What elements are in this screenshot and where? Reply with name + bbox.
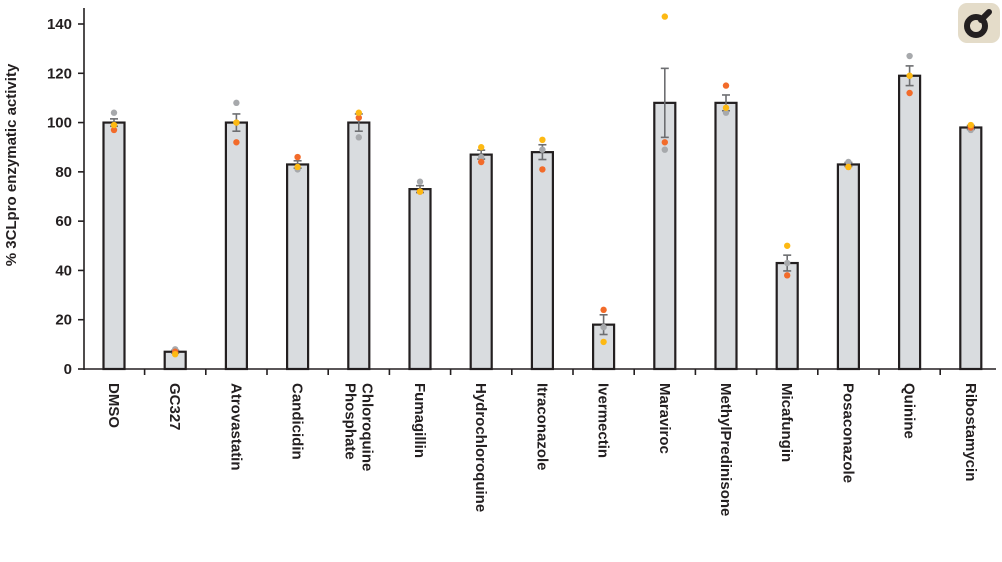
replicate-gray-point-12 [845, 158, 852, 166]
replicate-yellow-point-12 [845, 163, 852, 171]
replicate-gray-point-11 [784, 259, 791, 267]
replicate-orange-point-9 [661, 139, 668, 146]
x-category-label-2: Atrovastatin [227, 383, 244, 471]
labels-group: 0 20 40 60 80 100 120 140 % 3CLpro enzymatic act… [3, 16, 979, 516]
bar-5 [408, 188, 432, 371]
replicate-gray-point-2 [233, 99, 240, 107]
bar-14 [959, 126, 983, 371]
replicate-points-group [110, 13, 974, 358]
bar-13 [897, 74, 922, 371]
bar-4 [347, 121, 371, 371]
y-tick-label-3: 60 [55, 213, 72, 230]
replicate-orange-point-11 [784, 272, 791, 279]
replicate-orange-point-10 [722, 82, 730, 89]
bar-2 [224, 121, 248, 371]
bar-11 [775, 261, 799, 371]
replicate-yellow-point-11 [784, 242, 791, 249]
y-tick-label-1: 20 [55, 312, 72, 329]
bar-3 [286, 163, 310, 371]
replicate-orange-point-3 [294, 153, 301, 161]
y-axis-title: % 3CLpro enzymatic activity [3, 63, 20, 266]
axes-group [78, 8, 996, 375]
replicate-orange-point-6 [478, 158, 485, 166]
bar-6 [469, 153, 493, 371]
x-category-label-14: Ribostamycin [962, 383, 979, 481]
replicate-gray-point-0 [110, 109, 118, 116]
replicate-orange-point-13 [906, 89, 913, 97]
x-category-label-7: Itraconazole [533, 383, 550, 471]
bar-7 [530, 151, 555, 371]
replicate-yellow-point-3 [294, 163, 301, 171]
replicate-yellow-point-8 [600, 338, 607, 346]
y-tick-label-2: 40 [55, 262, 72, 279]
x-category-label-6: Hydrochloroquine [472, 383, 489, 512]
replicate-gray-point-8 [600, 323, 607, 331]
replicate-yellow-point-7 [539, 136, 546, 144]
y-tick-label-6: 120 [47, 65, 72, 82]
publisher-logo-icon [958, 3, 1000, 43]
bar-0 [102, 121, 126, 371]
replicate-gray-point-5 [416, 178, 424, 185]
replicate-orange-point-2 [233, 139, 240, 146]
x-category-label-4: ChloroquinePhosphate [341, 383, 375, 471]
publisher-logo-glyph [964, 9, 992, 38]
replicate-gray-point-7 [539, 146, 546, 153]
replicate-gray-point-4 [355, 134, 362, 141]
x-category-label-13: Quinine [901, 383, 918, 439]
replicate-gray-point-13 [906, 52, 913, 60]
bar-12 [836, 163, 861, 371]
replicate-yellow-point-10 [722, 104, 730, 111]
y-tick-label-5: 100 [47, 115, 72, 132]
replicate-yellow-point-5 [416, 188, 424, 195]
x-category-label-8: Ivermectin [595, 383, 612, 458]
replicate-orange-point-0 [110, 126, 118, 134]
replicate-yellow-point-6 [478, 144, 485, 151]
x-category-label-9: Maraviroc [656, 383, 673, 454]
replicate-gray-point-6 [478, 153, 485, 161]
replicate-yellow-point-4 [355, 109, 362, 116]
x-category-label-1: GC327 [166, 383, 183, 431]
x-category-label-3: Candicidin [289, 383, 306, 460]
x-category-label-5: Fumagillin [411, 383, 428, 458]
x-category-label-0: DMSO [105, 383, 122, 428]
replicate-gray-point-10 [722, 109, 730, 116]
replicate-yellow-point-14 [967, 121, 974, 129]
replicate-yellow-point-13 [906, 72, 913, 79]
y-tick-label-0: 0 [64, 361, 72, 378]
bar-10 [714, 101, 738, 371]
x-category-label-12: Posaconazole [839, 383, 856, 483]
replicate-yellow-point-2 [233, 119, 240, 126]
replicate-orange-point-8 [600, 306, 607, 314]
replicate-orange-point-7 [539, 166, 546, 173]
x-category-label-11: Micafungin [778, 383, 795, 462]
replicate-gray-point-9 [661, 146, 668, 153]
replicate-yellow-point-9 [661, 13, 668, 20]
y-tick-label-7: 140 [47, 16, 72, 33]
y-tick-label-4: 80 [55, 164, 72, 181]
replicate-yellow-point-0 [110, 121, 118, 129]
x-category-label-10: MethylPredinisone [717, 383, 734, 516]
replicate-orange-point-4 [355, 114, 362, 121]
replicate-yellow-point-1 [172, 351, 179, 358]
